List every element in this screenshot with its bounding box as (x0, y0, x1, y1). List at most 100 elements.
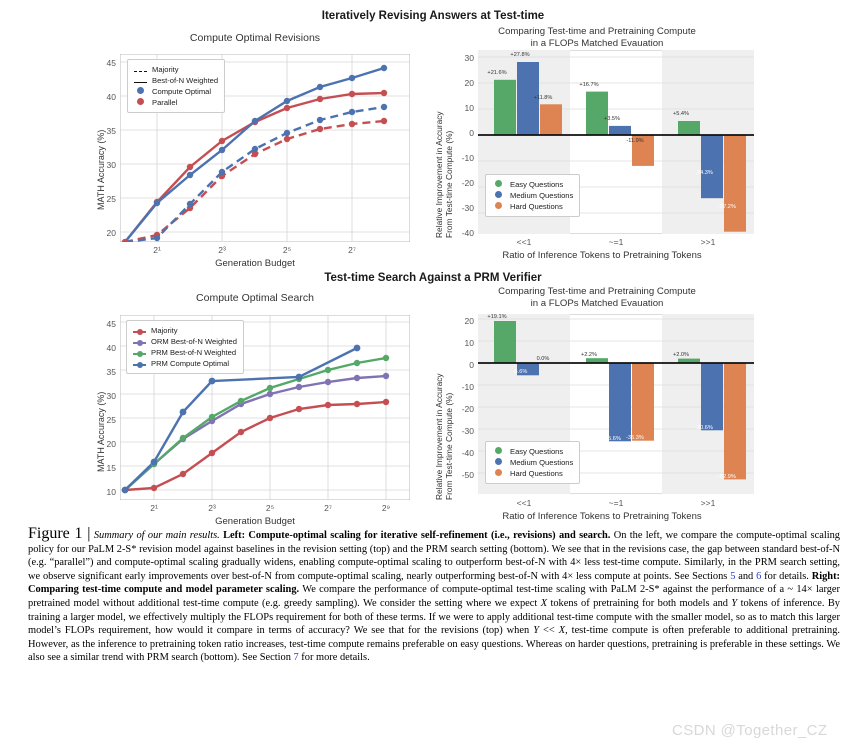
x-tick: >>1 (700, 237, 716, 247)
legend-item: Easy Questions (492, 179, 573, 190)
blue-dot-icon (134, 87, 147, 96)
caption-var-x-2: X (558, 625, 566, 637)
y-tick: -20 (461, 404, 474, 414)
orange-dot-icon (492, 202, 505, 211)
bar-value-label: +21.6% (487, 70, 507, 76)
orange-dot-icon (492, 469, 505, 478)
y-tick: -30 (461, 203, 474, 213)
legend-item: Best-of-N Weighted (134, 75, 218, 86)
x-axis-label-flops-revisions: Ratio of Inference Tokens to Pretraining… (502, 250, 702, 261)
y-tick: 10 (464, 103, 474, 113)
bar-value-label: +11.8% (533, 95, 553, 101)
caption-body-7: for more details. (298, 652, 370, 664)
watermark: CSDN @Together_CZ (672, 722, 828, 739)
bar-value-label: -35.3% (626, 435, 644, 441)
x-axis-label-search: Generation Budget (215, 516, 295, 527)
legend-flops-search[interactable]: Easy Questions Medium Questions Hard Que… (485, 441, 581, 484)
bar-value-label: 0.0% (536, 356, 550, 362)
blue-dot-icon (492, 191, 505, 200)
caption-body-5: tokens of inference. By training a large… (28, 597, 840, 637)
caption-var-x-1: X (540, 597, 548, 609)
x-tick: 2⁵ (282, 245, 292, 255)
dashed-line-icon (134, 65, 147, 74)
caption-bold-left: Left: Compute-optimal scaling for iterat… (223, 530, 611, 541)
caption-var-y-1: Y (731, 597, 738, 609)
green-marker-line-icon (133, 348, 146, 357)
caption-body-1: On the left, we compare the compute-opti… (28, 530, 840, 582)
plot-area-compute-optimal-search (120, 315, 410, 500)
x-tick: 2¹ (153, 245, 161, 255)
plot-area-compute-optimal-revisions (120, 54, 410, 242)
x-tick: 2⁵ (265, 503, 275, 513)
y-tick: 35 (106, 367, 116, 377)
bar-value-label: +27.8% (510, 52, 530, 58)
purple-marker-line-icon (133, 337, 146, 346)
caption-bold-right: Right: Comparing test-time compute and m… (28, 570, 840, 596)
bar-value-label: -52.9% (718, 474, 736, 480)
bar-value-label: +16.7% (579, 82, 599, 88)
y-tick: -40 (461, 448, 474, 458)
x-tick: >>1 (700, 498, 716, 508)
caption-body-4: tokens of pretraining for both models an… (547, 597, 732, 609)
bar-value-label: +19.1% (487, 314, 507, 320)
caption-ll-symbol: << (538, 625, 559, 637)
bar-value-label: -24.3% (695, 170, 713, 176)
y-tick: 10 (106, 487, 116, 497)
y-tick: 30 (464, 53, 474, 63)
green-dot-icon (492, 447, 505, 456)
bar-value-label: +5.4% (672, 111, 690, 117)
y-tick: -40 (461, 228, 474, 238)
x-tick: 2³ (218, 245, 226, 255)
panel-flops-matched-revisions: Comparing Test-time and Pretraining Comp… (432, 26, 762, 261)
bar-value-label: +3.5% (603, 116, 621, 122)
chart-title-compute-optimal-search: Compute Optimal Search (196, 292, 314, 304)
legend-compute-optimal-revisions[interactable]: Majority Best-of-N Weighted Compute Opti… (127, 59, 226, 113)
caption-and: and (735, 570, 757, 582)
y-tick: -20 (461, 178, 474, 188)
x-tick: <<1 (516, 498, 532, 508)
bar-value-label: -11.9% (626, 138, 644, 144)
x-tick: ~=1 (608, 498, 624, 508)
legend-flops-revisions[interactable]: Easy Questions Medium Questions Hard Que… (485, 174, 581, 217)
legend-item: ORM Best-of-N Weighted (133, 336, 237, 347)
section-ref-6[interactable]: 6 (756, 570, 762, 582)
green-dot-icon (492, 180, 505, 189)
y-tick: 30 (106, 391, 116, 401)
bar-value-label: +2.2% (580, 352, 598, 358)
legend-item: Medium Questions (492, 457, 573, 468)
panel-compute-optimal-revisions: Compute Optimal Revisions MATH Accuracy … (90, 32, 420, 269)
caption-lead: Summary of our main results. (93, 530, 220, 541)
section-title-revisions: Iteratively Revising Answers at Test-tim… (321, 10, 545, 22)
caption-body-3: We compare the performance of compute-op… (28, 584, 840, 609)
figure-number: Figure 1 (28, 525, 83, 542)
y-tick: -30 (461, 426, 474, 436)
x-tick: 2⁷ (324, 503, 332, 513)
y-tick: 30 (106, 160, 116, 170)
legend-item: Majority (134, 64, 218, 75)
bar-value-label: -37.2% (718, 204, 736, 210)
caption-separator: | (87, 525, 91, 542)
section-ref-7[interactable]: 7 (293, 652, 299, 664)
blue-marker-line-icon (133, 359, 146, 368)
legend-item: Hard Questions (492, 201, 573, 212)
legend-compute-optimal-search[interactable]: Majority ORM Best-of-N Weighted PRM Best… (126, 320, 244, 374)
x-tick: 2³ (208, 503, 216, 513)
red-dot-icon (134, 98, 147, 107)
section-ref-5[interactable]: 5 (730, 570, 736, 582)
x-tick: 2¹ (150, 503, 158, 513)
x-tick: 2⁹ (381, 503, 391, 513)
y-tick: 45 (106, 319, 116, 329)
figure-panel-container: Iteratively Revising Answers at Test-tim… (90, 10, 762, 527)
y-tick: 25 (106, 415, 116, 425)
x-tick: <<1 (516, 237, 532, 247)
x-tick: 2⁷ (348, 245, 356, 255)
legend-item: Parallel (134, 97, 218, 108)
y-axis-label-search: MATH Accuracy (%) (96, 391, 106, 472)
section-title-search: Test-time Search Against a PRM Verifier (324, 272, 542, 284)
y-tick: -10 (461, 153, 474, 163)
x-tick: ~=1 (608, 237, 624, 247)
bar-value-label: -35.6% (603, 436, 621, 442)
legend-item: PRM Best-of-N Weighted (133, 347, 237, 358)
y-tick: 20 (464, 316, 474, 326)
panel-flops-matched-search: Comparing Test-time and Pretraining Comp… (432, 286, 762, 522)
